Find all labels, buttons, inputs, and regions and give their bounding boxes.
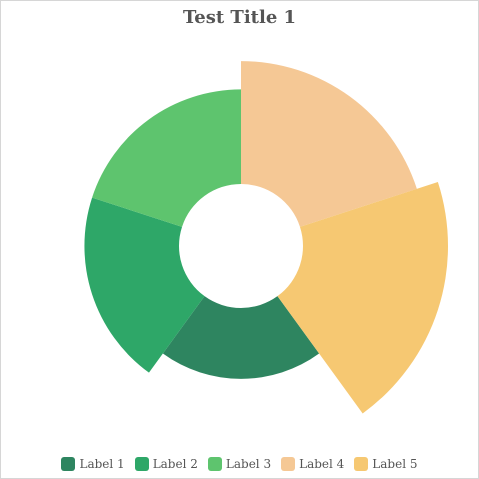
legend-swatch (281, 457, 296, 471)
legend-item-label-1[interactable]: Label 1 (61, 457, 125, 471)
legend-item-label-2[interactable]: Label 2 (134, 457, 198, 471)
legend-label: Label 5 (372, 457, 418, 471)
sector-label-4[interactable] (241, 61, 417, 227)
sector-label-5[interactable] (277, 182, 448, 414)
chart-title: Test Title 1 (182, 7, 297, 28)
legend-swatch (354, 457, 369, 471)
legend-swatch (61, 457, 76, 471)
legend-label: Label 4 (299, 457, 345, 471)
legend-item-label-5[interactable]: Label 5 (354, 457, 418, 471)
legend-item-label-4[interactable]: Label 4 (281, 457, 344, 471)
legend-label: Label 3 (225, 457, 272, 471)
chart-legend: Label 1 Label 2 Label 3 Label 4 Label 5 (1, 457, 478, 471)
legend-swatch (134, 457, 149, 471)
sector-label-1[interactable] (162, 296, 320, 379)
legend-swatch (207, 457, 222, 471)
sector-label-3[interactable] (92, 89, 242, 227)
legend-item-label-3[interactable]: Label 3 (207, 457, 272, 471)
legend-label: Label 1 (79, 457, 125, 471)
sector-label-2[interactable] (84, 197, 205, 373)
legend-label: Label 2 (152, 457, 198, 471)
